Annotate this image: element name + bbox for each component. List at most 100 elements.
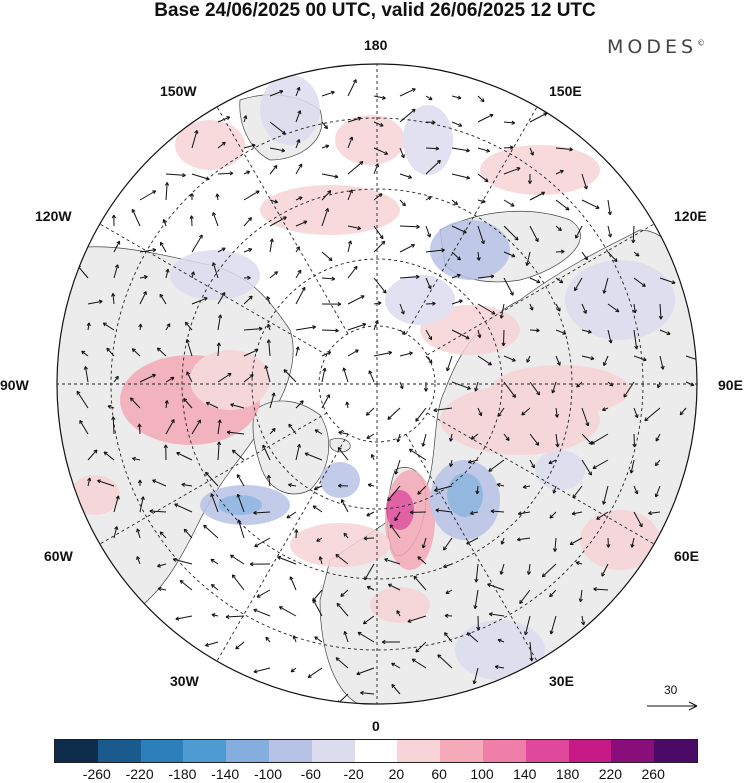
wind-arrow <box>488 612 505 617</box>
negative-anomaly <box>430 220 510 280</box>
wind-arrow <box>243 190 260 201</box>
wind-arrow <box>607 225 613 238</box>
wind-arrow <box>236 474 245 487</box>
wind-arrow <box>555 147 573 152</box>
wind-arrow <box>581 355 595 361</box>
wind-arrow <box>237 519 245 539</box>
wind-arrow <box>596 511 609 520</box>
wind-arrow <box>644 407 661 422</box>
wind-arrow <box>230 554 245 565</box>
colorbar-tick-label: 260 <box>641 766 665 782</box>
wind-arrow <box>347 161 364 175</box>
wind-arrow <box>451 173 471 180</box>
wind-arrow <box>113 495 120 513</box>
wind-arrow <box>203 524 219 539</box>
wind-arrow <box>503 120 516 125</box>
wind-arrow <box>286 511 297 519</box>
wind-arrow <box>399 173 412 179</box>
wind-arrow <box>217 141 226 149</box>
wind-arrow <box>210 558 219 565</box>
wind-arrow <box>111 214 116 227</box>
colorbar-tick-label: -60 <box>300 766 321 782</box>
wind-arrow <box>549 511 557 519</box>
lon-label-60w: 60W <box>44 548 73 564</box>
wind-arrow <box>295 286 306 305</box>
wind-arrow <box>679 407 687 416</box>
wind-arrow <box>373 240 386 253</box>
wind-arrow <box>408 448 427 461</box>
wind-arrow <box>648 511 661 516</box>
wind-arrow <box>111 293 116 305</box>
wind-arrow <box>373 225 384 240</box>
wind-arrow <box>295 400 304 409</box>
wind-arrow <box>632 303 637 314</box>
wind-arrow <box>387 485 401 502</box>
wind-arrow <box>87 449 98 461</box>
wind-arrow <box>132 456 141 461</box>
wind-arrow <box>269 427 276 435</box>
wind-arrow <box>521 407 531 416</box>
wind-arrow <box>571 511 583 516</box>
wind-arrow <box>165 173 186 178</box>
wind-arrow <box>269 199 279 204</box>
wind-arrow <box>113 264 120 279</box>
wind-arrow <box>321 276 336 281</box>
wind-arrow <box>373 301 382 306</box>
wind-arrow <box>425 159 441 175</box>
wind-arrow <box>451 273 461 279</box>
wind-arrow <box>269 216 287 227</box>
wind-arrow <box>415 407 427 422</box>
wind-arrow <box>266 474 272 487</box>
wind-arrow <box>592 459 609 469</box>
wind-arrow <box>394 511 401 522</box>
wind-arrow <box>231 449 245 461</box>
wind-arrow <box>335 657 349 669</box>
modes-logo: MODES© <box>607 36 706 58</box>
wind-arrow <box>139 275 148 280</box>
wind-arrow <box>477 355 492 366</box>
wind-arrow <box>425 277 432 290</box>
wind-arrow <box>216 342 221 357</box>
lon-label-90e: 90E <box>718 377 743 393</box>
wind-arrow <box>321 144 330 149</box>
wind-arrow <box>212 212 219 227</box>
vector-scale-arrow <box>647 701 698 711</box>
wind-arrow <box>391 662 401 669</box>
wind-arrow <box>139 373 156 383</box>
wind-arrow <box>373 121 384 127</box>
wind-arrow <box>139 291 147 305</box>
wind-arrow <box>217 419 222 435</box>
wind-arrow <box>549 615 557 635</box>
meridian-line <box>405 434 538 662</box>
wind-arrow <box>494 664 505 670</box>
wind-arrow <box>552 485 557 494</box>
wind-arrow <box>633 407 639 419</box>
positive-anomaly <box>370 587 430 623</box>
wind-arrow <box>137 423 142 435</box>
wind-arrow <box>477 303 496 315</box>
negative-anomaly <box>447 473 483 517</box>
wind-arrow <box>399 274 420 279</box>
wind-arrow <box>243 170 251 175</box>
wind-arrow <box>97 479 115 487</box>
colorbar-tick-label: 60 <box>431 766 447 782</box>
wind-arrow <box>191 296 208 305</box>
wind-arrow <box>551 381 557 394</box>
meridian-line <box>99 412 327 545</box>
wind-arrow <box>399 199 406 207</box>
wind-arrow <box>469 510 479 516</box>
wind-arrow <box>602 485 609 505</box>
meridian-line <box>99 223 327 356</box>
wind-arrow <box>367 483 375 488</box>
wind-arrow <box>477 173 489 183</box>
wind-arrow <box>210 583 219 591</box>
wind-arrow <box>264 365 271 383</box>
wind-arrow <box>503 433 510 442</box>
wind-arrow <box>496 482 505 488</box>
wind-arrow <box>417 556 427 565</box>
wind-arrow <box>345 401 350 409</box>
lon-label-120w: 120W <box>35 208 72 224</box>
wind-arrow <box>529 303 534 311</box>
wind-arrow <box>552 537 558 552</box>
wind-arrow <box>347 349 359 357</box>
